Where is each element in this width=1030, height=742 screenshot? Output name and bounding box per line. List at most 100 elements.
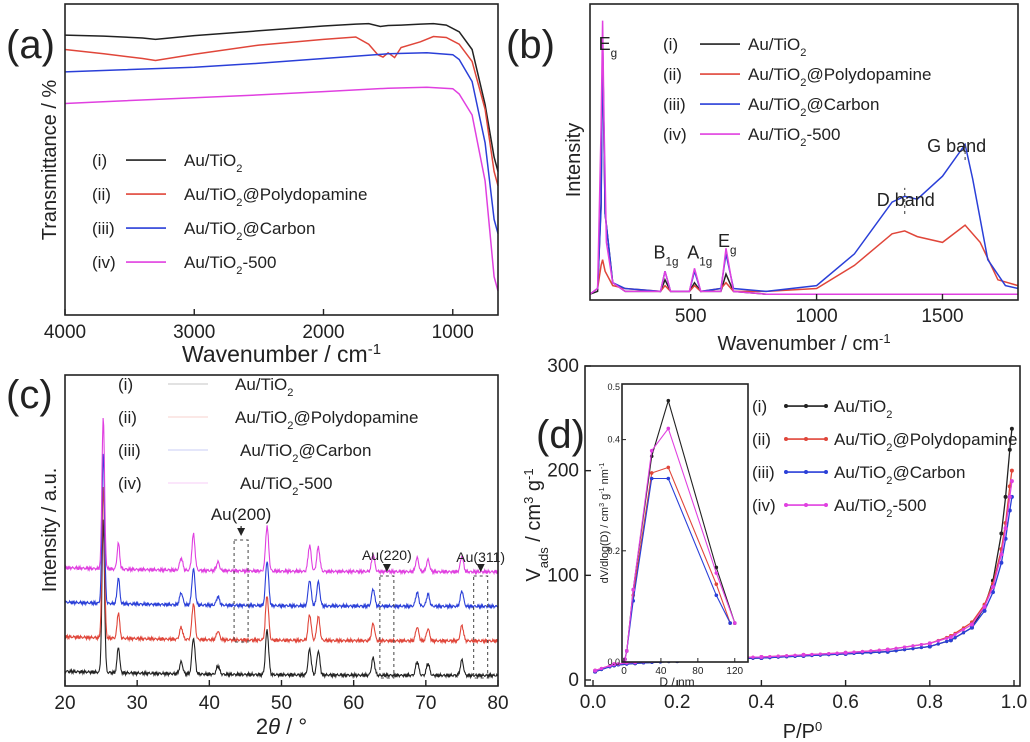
d-series-3-dense-42 (768, 654, 772, 659)
d-inset-xtick-label-2: 80 (692, 666, 704, 677)
a-legend-tag-1: (ii) (92, 185, 111, 204)
c-ylabel: Intensity / a.u. (39, 468, 61, 593)
a-series-line-2 (64, 52, 499, 234)
d-inset-series-2-point-6 (714, 593, 719, 598)
b-plot-frame (589, 3, 1019, 301)
d-legend-marker-1-2 (824, 437, 828, 442)
d-series-2-dense-72 (894, 649, 898, 653)
d-series-2-dense-82 (936, 642, 940, 646)
d-xtick-label-3: 0.6 (832, 692, 858, 713)
b-legend-tag-3: (iv) (663, 125, 687, 144)
d-ylabel: Vads / cm3 g-1 (521, 468, 551, 581)
a-plot-frame (64, 3, 499, 316)
d-series-2-point-12 (982, 608, 987, 613)
b-legend-tag-1: (ii) (663, 65, 682, 84)
a-xtick-label-2: 2000 (302, 322, 344, 343)
d-xtick-label-5: 1.0 (1001, 692, 1027, 713)
c-annotation-0: Au(200) (211, 505, 271, 524)
d-inset-series-3-point-4 (649, 448, 654, 453)
d-ytick-label-3: 300 (547, 356, 579, 377)
d-legend-marker-0-1 (804, 404, 808, 409)
d-series-3-dense-68 (877, 648, 881, 652)
panel-a: 4000 3000 2000 1000 Wavenumber / cm-1 Transmi… (39, 3, 499, 368)
d-series-0-point-15 (1003, 494, 1008, 499)
d-series-3-point-0 (593, 668, 598, 673)
c-annotation-box-1 (379, 575, 395, 679)
d-inset-series-3-point-7 (732, 621, 737, 625)
a-legend-label-2: Au/TiO2@Carbon (184, 219, 315, 243)
panel-label-a: (a) (6, 23, 55, 67)
d-series-2-dense-86 (953, 636, 957, 640)
c-annotation-box-2 (473, 575, 489, 679)
d-series-3-dense-50 (801, 653, 806, 657)
panel-label-d: (d) (536, 413, 585, 457)
d-inset-ytick-label-0: 0.0 (607, 657, 620, 667)
a-xtick-label-0: 4000 (44, 322, 86, 343)
b-series-line-3 (589, 20, 1018, 295)
b-annotation-eg-minor: Eg (718, 231, 737, 256)
a-series-line-0 (64, 22, 499, 172)
d-series-3-dense-82 (936, 639, 940, 643)
d-series-3-dense-48 (793, 653, 797, 657)
d-series-2-point-13 (990, 590, 995, 595)
d-series-3-dense-46 (785, 654, 789, 658)
b-xtick-label-0: 500 (675, 306, 707, 327)
d-series-2-dense-80 (928, 644, 932, 649)
a-xtick-label-1: 3000 (173, 322, 215, 343)
d-legend-label-0: Au/TiO2 (834, 397, 892, 421)
b-legend-label-0: Au/TiO2 (748, 35, 806, 59)
d-series-3-dense-80 (928, 641, 932, 645)
b-legend-label-3: Au/TiO2-500 (748, 125, 840, 149)
d-series-2-dense-84 (945, 639, 949, 644)
d-series-3-dense-2 (599, 666, 604, 671)
panel-d-inset: 0 40 80 120 0.0 0.2 0.4 0.5 D / nm dV/dlog(D) / c… (598, 382, 749, 689)
d-legend-marker-1-0 (784, 437, 788, 442)
c-annotation-arrowhead-2 (476, 564, 485, 572)
b-legend-label-2: Au/TiO2@Carbon (748, 95, 879, 119)
c-annotation-arrowhead-1 (382, 564, 391, 572)
c-xtick-label-1: 30 (127, 693, 148, 714)
d-series-2-dense-74 (902, 648, 907, 652)
d-inset-series-1-point-4 (649, 471, 654, 475)
c-xtick-label-3: 50 (271, 693, 292, 714)
a-xlabel: Wavenumber / cm-1 (182, 341, 381, 368)
d-xtick-label-4: 0.8 (917, 692, 943, 713)
d-inset-xtick-label-0: 0 (621, 666, 627, 677)
d-series-1-point-17 (1009, 468, 1014, 473)
c-legend-label-3: Au/TiO2-500 (240, 474, 332, 498)
b-xtick-label-2: 1500 (921, 306, 963, 327)
d-inset-series-3-point-6 (714, 571, 719, 575)
d-inset-ylabel: dV/dlog(D) / cm3 g-1 nm-1 (598, 463, 611, 584)
d-plot-frame (584, 365, 1021, 687)
panel-label-b: (b) (506, 23, 555, 67)
c-legend-label-0: Au/TiO2 (235, 375, 293, 399)
panel-c: 20 30 40 50 60 70 80 2θ / ° Intensity / a.u. Au(2… (39, 374, 509, 739)
c-legend-label-1: Au/TiO2@Polydopamine (235, 408, 418, 432)
d-legend-marker-0-2 (824, 404, 828, 409)
d-series-0-point-17 (1009, 426, 1014, 431)
panel-d: 0.0 0.2 0.4 0.6 0.8 1.0 0 100 200 300 P/P0 Vads / c… (521, 356, 1028, 742)
d-inset-xlabel: D / nm (659, 675, 694, 689)
d-series-3-dense-38 (751, 655, 755, 659)
b-annotation-b1g: B1g (654, 243, 679, 269)
d-inset-ytick-label-top: 0.5 (607, 382, 620, 392)
b-legend-label-1: Au/TiO2@Polydopamine (748, 65, 931, 89)
a-legend-tag-3: (iv) (92, 253, 116, 272)
d-legend-tag-3: (iv) (752, 496, 776, 515)
d-xlabel: P/P0 (783, 719, 822, 742)
a-legend-tag-0: (i) (92, 151, 107, 170)
d-series-2-point-14 (999, 560, 1004, 565)
d-series-3-dense-76 (911, 644, 915, 648)
d-inset-frame (621, 383, 749, 663)
d-inset-series-1-point-5 (666, 465, 671, 470)
c-xtick-label-0: 20 (54, 693, 75, 714)
d-series-3-point-10 (948, 635, 953, 640)
a-xtick-label-3: 1000 (432, 322, 474, 343)
a-series-line-1 (64, 35, 499, 186)
d-series-3-dense-78 (919, 643, 923, 647)
d-legend-label-3: Au/TiO2-500 (834, 496, 926, 520)
b-xlabel: Wavenumber / cm-1 (717, 331, 890, 356)
d-series-3-dense-66 (869, 649, 873, 653)
c-legend-tag-1: (ii) (118, 408, 137, 427)
d-series-3-dense-84 (945, 636, 949, 640)
